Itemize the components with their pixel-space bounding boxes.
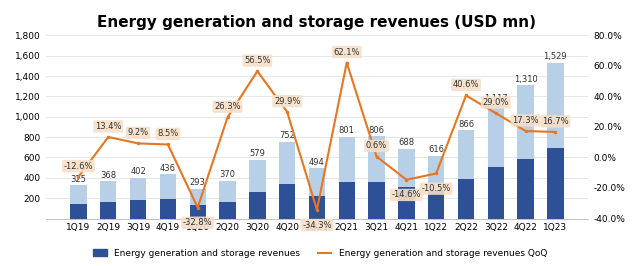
Bar <box>279 184 295 218</box>
Text: 402: 402 <box>130 167 146 176</box>
Bar <box>220 181 236 218</box>
Text: 1,529: 1,529 <box>543 52 567 61</box>
Bar <box>70 185 86 218</box>
Bar <box>458 179 474 218</box>
Text: 29.0%: 29.0% <box>483 98 509 107</box>
Bar <box>339 137 355 218</box>
Bar <box>279 142 295 218</box>
Bar <box>428 190 444 218</box>
Bar <box>369 182 385 218</box>
Text: 866: 866 <box>458 120 474 129</box>
Text: 17.3%: 17.3% <box>512 116 539 125</box>
Bar <box>517 85 534 218</box>
Bar <box>517 159 534 218</box>
Bar <box>249 192 266 218</box>
Text: 40.6%: 40.6% <box>452 80 479 89</box>
Text: 293: 293 <box>190 178 205 187</box>
Text: 494: 494 <box>309 158 325 167</box>
Text: 0.6%: 0.6% <box>366 142 387 151</box>
Bar <box>398 187 415 218</box>
Text: 688: 688 <box>398 138 415 147</box>
Text: -14.6%: -14.6% <box>392 190 421 200</box>
Text: 325: 325 <box>70 175 86 184</box>
Bar <box>547 63 564 218</box>
Text: 370: 370 <box>220 170 236 179</box>
Bar <box>100 181 116 218</box>
Legend: Energy generation and storage revenues, Energy generation and storage revenues Q: Energy generation and storage revenues, … <box>90 245 550 261</box>
Text: 8.5%: 8.5% <box>157 129 179 138</box>
Bar <box>130 178 147 218</box>
Text: -34.3%: -34.3% <box>302 221 332 230</box>
Bar <box>458 130 474 218</box>
Bar <box>488 105 504 218</box>
Bar <box>547 148 564 218</box>
Bar <box>398 148 415 218</box>
Bar <box>100 202 116 218</box>
Text: 9.2%: 9.2% <box>127 128 148 137</box>
Bar <box>130 200 147 218</box>
Text: 13.4%: 13.4% <box>95 122 122 131</box>
Text: 26.3%: 26.3% <box>214 102 241 111</box>
Text: 29.9%: 29.9% <box>274 97 300 106</box>
Bar <box>160 198 176 218</box>
Bar <box>220 202 236 218</box>
Bar <box>189 205 206 218</box>
Text: 616: 616 <box>428 145 444 154</box>
Text: 806: 806 <box>369 126 385 135</box>
Text: 752: 752 <box>279 131 295 140</box>
Text: 62.1%: 62.1% <box>333 48 360 57</box>
Text: -32.8%: -32.8% <box>183 218 212 227</box>
Bar <box>308 196 325 218</box>
Bar <box>428 156 444 218</box>
Text: -10.5%: -10.5% <box>422 184 451 193</box>
Bar <box>488 167 504 218</box>
Text: 56.5%: 56.5% <box>244 56 271 65</box>
Text: 436: 436 <box>160 164 176 173</box>
Bar <box>308 168 325 218</box>
Bar <box>70 204 86 218</box>
Text: 1,117: 1,117 <box>484 94 508 103</box>
Text: 801: 801 <box>339 126 355 135</box>
Text: 16.7%: 16.7% <box>542 117 569 126</box>
Bar <box>189 189 206 218</box>
Bar <box>160 174 176 218</box>
Text: 1,310: 1,310 <box>514 75 538 84</box>
Text: 579: 579 <box>250 149 265 158</box>
Text: 368: 368 <box>100 171 116 180</box>
Text: -12.6%: -12.6% <box>64 161 93 171</box>
Bar <box>369 136 385 218</box>
Bar <box>249 160 266 218</box>
Title: Energy generation and storage revenues (USD mn): Energy generation and storage revenues (… <box>97 15 536 30</box>
Bar <box>339 182 355 218</box>
